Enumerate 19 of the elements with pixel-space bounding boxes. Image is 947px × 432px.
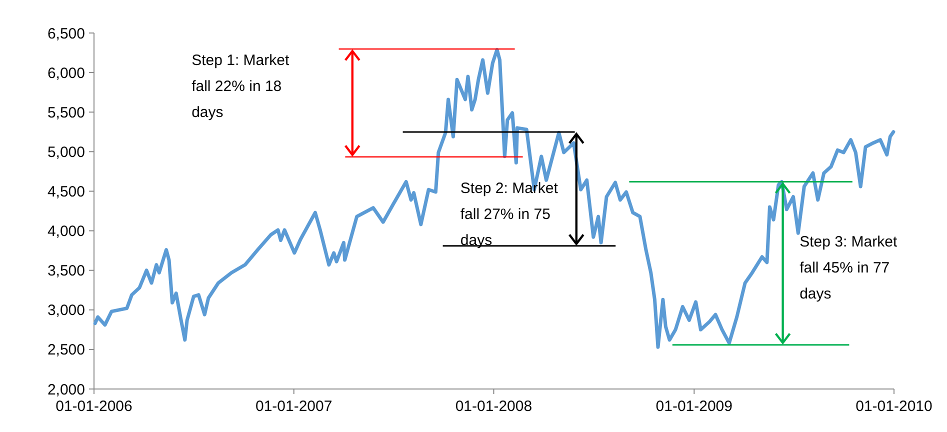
x-tick-label: 01-01-2007 bbox=[255, 398, 332, 415]
x-tick-label: 01-01-2009 bbox=[656, 398, 733, 415]
annotation: Step 2: Market fall 27% in 75 days bbox=[460, 180, 559, 250]
x-tick-label: 01-01-2010 bbox=[856, 398, 932, 415]
annotation: Step 1: Market fall 22% in 18 days bbox=[192, 52, 290, 122]
y-tick-label: 2,000 bbox=[47, 381, 85, 398]
y-tick-label: 6,500 bbox=[47, 25, 85, 42]
y-tick-label: 4,000 bbox=[47, 223, 85, 240]
annotation: Step 3: Market fall 45% in 77 days bbox=[800, 234, 898, 303]
x-tick-label: 01-01-2006 bbox=[56, 398, 132, 415]
y-tick-label: 2,500 bbox=[47, 342, 85, 359]
y-tick-label: 5,500 bbox=[47, 104, 85, 122]
y-tick-label: 6,000 bbox=[47, 64, 85, 82]
x-tick-label: 01-01-2008 bbox=[455, 398, 532, 415]
line-series bbox=[93, 48, 896, 349]
y-tick-label: 4,500 bbox=[47, 183, 85, 200]
y-tick-label: 5,000 bbox=[47, 144, 85, 161]
y-tick-label: 3,000 bbox=[47, 302, 85, 320]
y-tick-label: 3,500 bbox=[47, 262, 85, 280]
